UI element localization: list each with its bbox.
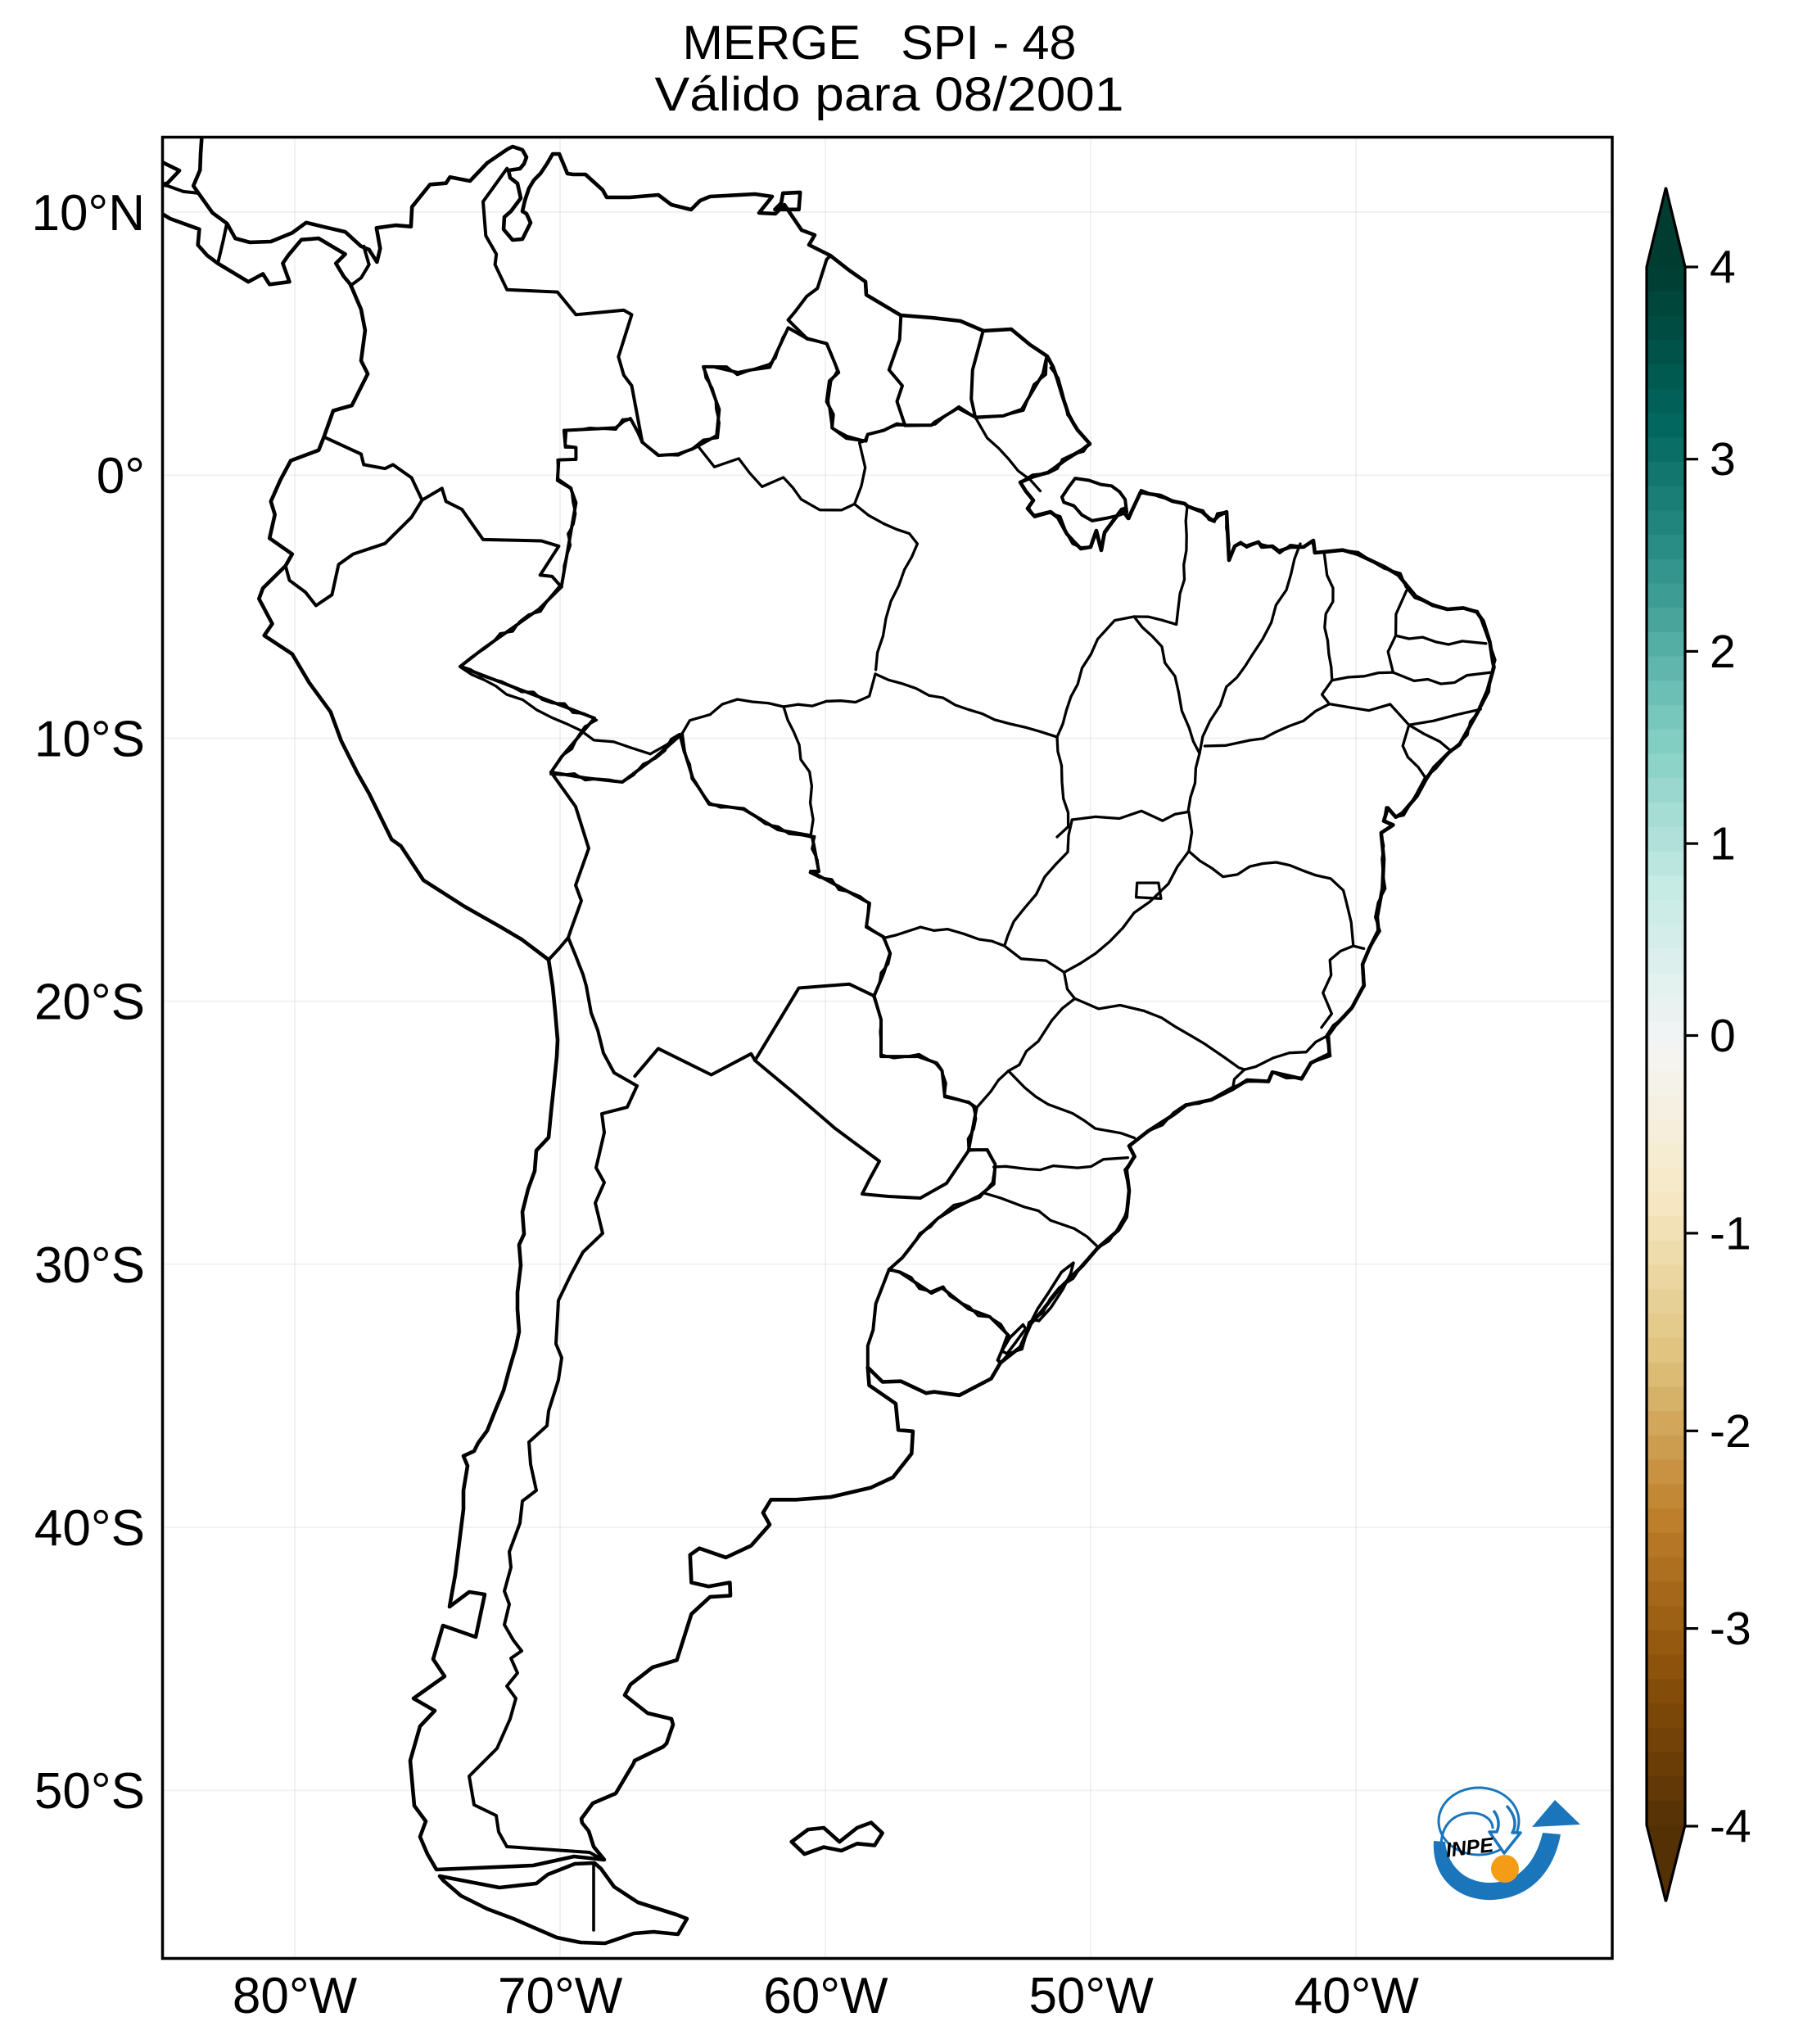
svg-text:80°W: 80°W bbox=[233, 1968, 358, 2024]
svg-text:40°W: 40°W bbox=[1295, 1968, 1420, 2024]
svg-text:MERGE SPI - 48: MERGE SPI - 48 bbox=[683, 16, 1077, 70]
svg-text:0: 0 bbox=[1710, 1010, 1736, 1062]
svg-text:Válido para 08/2001: Válido para 08/2001 bbox=[655, 68, 1124, 121]
svg-text:50°S: 50°S bbox=[34, 1763, 145, 1820]
svg-text:3: 3 bbox=[1710, 433, 1736, 486]
svg-text:10°N: 10°N bbox=[31, 185, 145, 242]
svg-text:-4: -4 bbox=[1710, 1801, 1751, 1853]
svg-text:30°S: 30°S bbox=[34, 1237, 145, 1294]
svg-text:4: 4 bbox=[1710, 242, 1736, 294]
svg-text:60°W: 60°W bbox=[763, 1968, 888, 2024]
svg-text:-2: -2 bbox=[1710, 1405, 1751, 1458]
svg-text:0°: 0° bbox=[97, 448, 145, 504]
svg-text:20°S: 20°S bbox=[34, 975, 145, 1031]
svg-text:-1: -1 bbox=[1710, 1207, 1751, 1259]
svg-text:40°S: 40°S bbox=[34, 1500, 145, 1557]
svg-text:2: 2 bbox=[1710, 626, 1736, 678]
svg-text:10°S: 10°S bbox=[34, 711, 145, 767]
svg-text:1: 1 bbox=[1710, 818, 1736, 871]
svg-text:70°W: 70°W bbox=[498, 1968, 623, 2024]
svg-text:50°W: 50°W bbox=[1028, 1968, 1154, 2024]
svg-text:-3: -3 bbox=[1710, 1603, 1751, 1655]
